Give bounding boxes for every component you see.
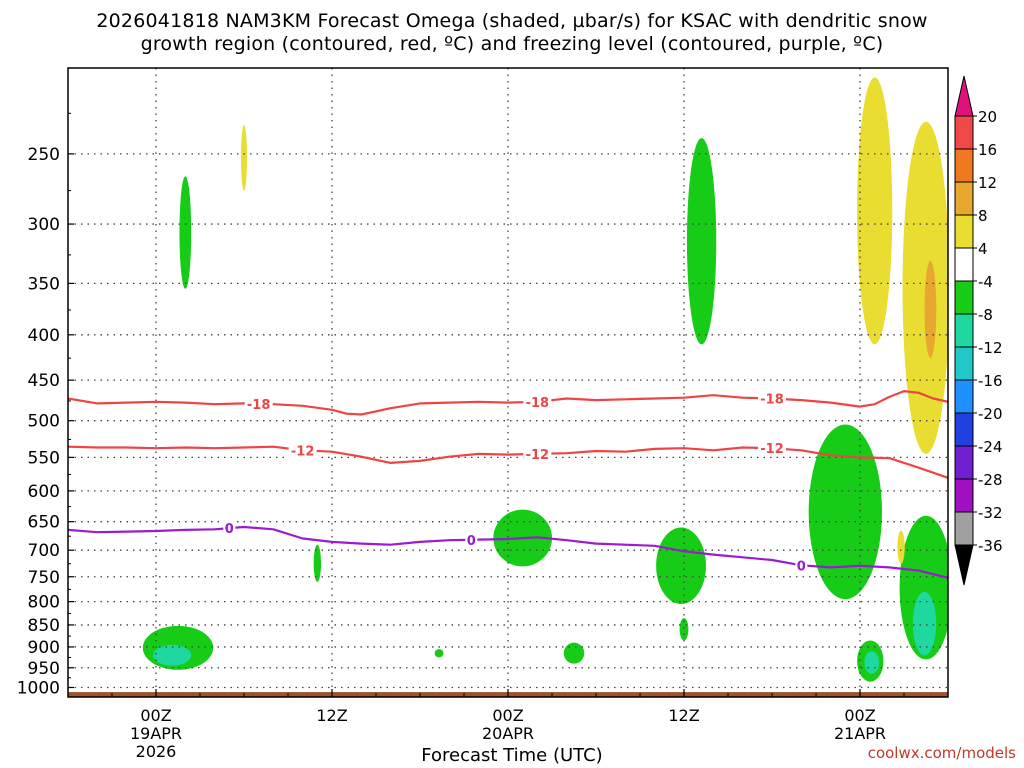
colorbar-band [954,247,974,282]
axis-layer: 2503003504004505005506006507007508008509… [17,67,949,761]
omega-region-20 [897,530,905,564]
y-tick-label: 800 [28,593,60,613]
colorbar-label: 4 [978,240,988,258]
omega-region-1 [179,176,192,289]
contour-label--12: -12 [526,448,550,463]
colorbar-band [954,181,974,216]
y-tick-label: 600 [28,482,60,502]
omega-region-3 [686,138,717,345]
contour-label--18: -18 [247,398,271,413]
colorbar-band [954,280,974,315]
colorbar-label: -4 [978,273,993,291]
y-tick-label: 450 [28,371,60,391]
colorbar-label: -8 [978,306,993,324]
colorbar-label: 8 [978,207,988,225]
y-tick-label: 850 [28,616,60,636]
x-tick-label: 12Z [668,706,699,725]
x-tick-label: 2026 [136,742,177,761]
colorbar-bottom-arrow [954,544,974,586]
contour-label--12: -12 [291,444,315,459]
contour-label-0: 0 [797,559,806,574]
colorbar-label: -20 [978,405,1003,423]
y-tick-label: 700 [28,541,60,561]
y-tick-label: 1000 [17,678,60,698]
x-tick-label: 00Z [844,706,875,725]
y-tick-label: 500 [28,412,60,432]
colorbar-label: 16 [978,141,997,159]
contour-label-bg [758,390,786,407]
y-tick-label: 400 [28,326,60,346]
contour-label-bg [523,445,552,462]
colorbar-band [954,214,974,249]
colorbar-band [954,478,974,513]
colorbar-band [954,445,974,480]
colorbar-band [954,115,974,150]
x-tick-label: 19APR [130,724,182,743]
omega-region-6 [924,260,937,359]
colorbar: 20 16 12 8 4 -4 -8 -12 -16 -20 -24 -28 -32 -36 [954,75,1003,586]
omega-region-15 [679,618,689,641]
omega-region-19 [864,651,880,674]
chart-title-line-2: growth region (contoured, red, ºC) and f… [140,33,884,55]
omega-region-2 [241,125,247,191]
omega-region-14 [656,527,706,605]
colorbar-band [954,379,974,414]
grid-layer [68,68,948,697]
x-tick-label: 00Z [140,706,171,725]
y-tick-label: 650 [28,513,60,533]
colorbar-label: 12 [978,174,997,192]
x-tick-label: 12Z [316,706,347,725]
credit-link[interactable]: coolwx.com/models [867,744,1016,762]
chart-title-line-1: 2026041818 NAM3KM Forecast Omega (shaded… [96,10,928,32]
y-tick-label: 950 [28,659,60,679]
colorbar-label: -28 [978,471,1003,489]
colorbar-band [954,148,974,183]
contour-label-0: 0 [225,522,234,537]
contour-line--18 [68,390,948,416]
colorbar-band [954,412,974,447]
contour-label-bg [288,442,317,459]
colorbar-band [954,313,974,348]
contour-label-bg [244,395,273,412]
colorbar-label: -12 [978,339,1003,357]
colorbar-label: 20 [978,108,997,126]
x-tick-label: 21APR [834,724,886,743]
x-tick-label: 00Z [492,706,523,725]
colorbar-label: -32 [978,504,1003,522]
contour-label-0: 0 [467,534,476,549]
contour-label--18: -18 [526,396,550,411]
omega-region-13 [313,544,322,582]
plot-frame [67,67,949,698]
omega-region-12 [153,644,192,666]
y-tick-label: 900 [28,638,60,658]
contour-layer: -18 -18 -18 -12 -12 -12 0 0 0 [68,390,948,579]
colorbar-label: -24 [978,438,1003,456]
omega-region-8 [808,424,882,600]
y-tick-label: 550 [28,448,60,468]
contour-label-bg [758,440,786,457]
contour-label-bg [795,557,808,574]
colorbar-label: -16 [978,372,1003,390]
omega-region-16 [563,642,585,664]
contour-label-bg [465,531,478,548]
y-tick-label: 350 [28,274,60,294]
colorbar-band [954,346,974,381]
y-tick-label: 750 [28,568,60,588]
x-tick-label: 20APR [482,724,534,743]
colorbar-label: -36 [978,537,1003,555]
y-tick-label: 250 [28,145,60,165]
colorbar-band [954,511,974,546]
omega-region-10 [912,591,937,656]
contour-label-bg [223,520,236,537]
contour-line--12 [68,445,948,479]
x-axis-label: Forecast Time (UTC) [421,745,603,766]
y-tick-label: 300 [28,215,60,235]
omega-region-4 [857,77,893,345]
contour-label--18: -18 [760,393,784,408]
omega-region-17 [434,649,444,658]
colorbar-top-arrow [954,75,974,117]
contour-label-bg [523,393,552,410]
contour-label--12: -12 [760,442,784,457]
